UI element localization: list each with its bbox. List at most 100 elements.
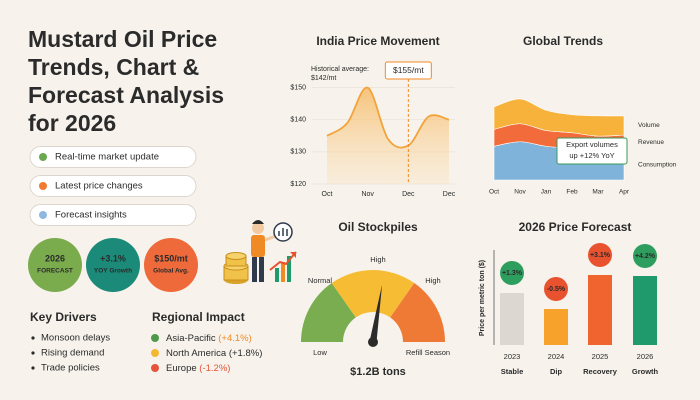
callout: $155/mt <box>393 65 424 75</box>
feature-dot <box>39 211 47 219</box>
change-label: +1.3% <box>502 270 523 277</box>
feature-label: Latest price changes <box>55 181 143 192</box>
gauge-segment <box>331 270 415 318</box>
y-axis-label: Price per metric ton ($) <box>479 260 486 336</box>
driver: Rising demand <box>41 348 104 359</box>
region-change: (+1.8%) <box>229 348 263 359</box>
x-tick-label: 2025 <box>592 352 609 361</box>
x-tick-label: 2026 <box>637 352 654 361</box>
area <box>493 98 625 137</box>
legend-label: Revenue <box>638 139 664 146</box>
gauge-value: $1.2B tons <box>350 366 406 378</box>
feature-dot <box>39 153 47 161</box>
bullet <box>31 366 35 370</box>
line <box>326 86 450 149</box>
gauge-label: Normal <box>308 276 333 285</box>
legend-label: Volume <box>638 122 660 129</box>
page-title: for 2026 <box>28 110 116 136</box>
chart-title: Global Trends <box>523 34 603 48</box>
feature-label: Real-time market update <box>55 152 159 163</box>
bar <box>500 293 524 345</box>
x-tick-label: Nov <box>514 189 526 196</box>
gauge-hub <box>368 337 378 347</box>
annotation: Historical average: <box>311 66 369 73</box>
region-name: Europe <box>166 363 197 374</box>
region-item: North America (+1.8%) <box>166 348 262 359</box>
region-dot <box>151 334 159 342</box>
badge-text: Global Avg. <box>153 268 189 275</box>
change-label: +3.1% <box>590 252 611 259</box>
badge-text: YOY Growth <box>94 268 132 275</box>
callout-box <box>556 137 628 165</box>
x-sublabel: Growth <box>632 367 659 376</box>
badge <box>28 238 82 292</box>
section-title: Regional Impact <box>152 310 245 324</box>
change-badge <box>588 243 612 267</box>
change-badge <box>544 277 568 301</box>
x-tick-label: 2023 <box>504 352 521 361</box>
x-tick-label: Nov <box>361 191 374 198</box>
chart-title: 2026 Price Forecast <box>519 220 632 234</box>
gauge-segment <box>301 283 356 342</box>
badge-text: $150/mt <box>154 253 188 263</box>
x-tick-label: Apr <box>619 189 630 196</box>
region-change: (+4.1%) <box>218 333 252 344</box>
region-dot <box>151 364 159 372</box>
y-tick-label: $140 <box>290 117 306 124</box>
bullet <box>31 336 35 340</box>
page-title: Trends, Chart & <box>28 54 199 80</box>
bar <box>544 309 568 345</box>
driver: Monsoon delays <box>41 333 110 344</box>
change-badge <box>633 244 657 268</box>
chart-title: Oil Stockpiles <box>338 220 418 234</box>
change-label: +4.2% <box>635 253 656 260</box>
region-change: (-1.2%) <box>199 363 230 374</box>
legend-label: Consumption <box>638 162 677 169</box>
gauge-label: High <box>370 255 385 264</box>
bar <box>588 275 612 345</box>
feature-dot <box>39 182 47 190</box>
gauge-segment <box>390 283 445 342</box>
gauge-needle <box>369 284 383 343</box>
change-label: -0.5% <box>547 286 566 293</box>
region-item: Asia-Pacific (+4.1%) <box>166 333 252 344</box>
bullet <box>31 351 35 355</box>
region-item: Europe (-1.2%) <box>166 363 230 374</box>
x-tick-label: Mar <box>592 189 604 196</box>
x-tick-label: Jan <box>541 189 552 196</box>
gauge-label: High <box>425 276 440 285</box>
badge <box>86 238 140 292</box>
x-sublabel: Dip <box>550 367 563 376</box>
section-title: Key Drivers <box>30 310 97 324</box>
x-tick-label: Dec <box>402 191 415 198</box>
page-title: Mustard Oil Price <box>28 26 217 52</box>
annotation: $142/mt <box>311 75 336 82</box>
callout: Export volumes <box>566 140 618 149</box>
x-tick-label: Feb <box>566 189 578 196</box>
x-tick-label: Oct <box>489 189 499 196</box>
badge-text: FORECAST <box>37 268 73 275</box>
feature-label: Forecast insights <box>55 210 127 221</box>
badge <box>144 238 198 292</box>
feature-pill <box>29 175 197 197</box>
illustration <box>223 220 297 284</box>
x-tick-label: 2024 <box>548 352 565 361</box>
callout-box <box>384 61 432 80</box>
gauge-label: Refill Season <box>406 348 450 357</box>
page-title: Forecast Analysis <box>28 82 224 108</box>
x-tick-label: Oct <box>322 191 333 198</box>
gauge-label: Low <box>313 348 327 357</box>
y-tick-label: $150 <box>290 84 306 91</box>
bar <box>633 276 657 345</box>
region-name: Asia-Pacific <box>166 333 216 344</box>
badge-text: +3.1% <box>100 253 126 263</box>
y-tick-label: $120 <box>290 181 306 188</box>
x-sublabel: Recovery <box>583 367 618 376</box>
x-tick-label: Dec <box>443 191 456 198</box>
feature-pill <box>29 204 197 226</box>
driver: Trade policies <box>41 363 100 374</box>
region-name: North America <box>166 348 227 359</box>
